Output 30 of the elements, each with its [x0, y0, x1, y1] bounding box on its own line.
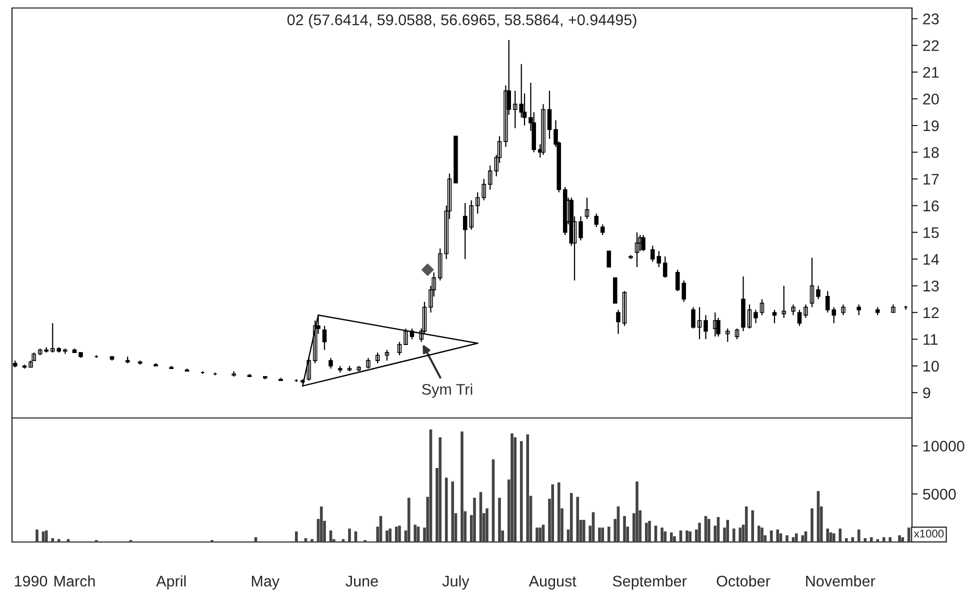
y-tick-label: 23	[923, 14, 939, 24]
x-tick-label: March	[54, 575, 95, 587]
y-tick-label: 5000	[923, 488, 956, 500]
y-tick-label: 17	[924, 174, 939, 184]
y-tick-label: 22	[923, 40, 939, 51]
x-tick-label: October	[716, 575, 770, 587]
y-tick-label: 21	[923, 66, 939, 78]
y-axis-title: x1000	[914, 530, 944, 538]
y-tick-label: 15	[924, 227, 939, 238]
y-tick-label: 14	[924, 254, 939, 265]
y-tick-label: 11	[924, 334, 938, 345]
x-tick-label: April	[156, 575, 186, 590]
y-tick-label: 10	[924, 360, 939, 372]
x-tick-label: September	[612, 575, 687, 590]
x-tick-label: July	[442, 575, 470, 590]
y-tick-label: 16	[924, 200, 939, 212]
y-tick-label: 9	[923, 387, 930, 398]
y-tick-label: 20	[923, 94, 939, 104]
chart-title: 02 (57.6414, 59.0588, 56.6965, 58.5864, +0.94495)	[287, 14, 636, 28]
y-tick-label: 13	[924, 280, 939, 292]
y-tick-label: 12	[924, 307, 939, 318]
x-tick-label: November	[806, 575, 876, 587]
annotation: Sym Tri	[422, 384, 472, 398]
x-tick-label: June	[346, 576, 378, 587]
x-tick-label: August	[528, 576, 576, 590]
y-tick-label: 10000	[924, 440, 964, 452]
y-tick-label: 19	[924, 120, 939, 132]
y-tick-label: 18	[924, 147, 939, 158]
x-tick-label: May	[252, 576, 280, 590]
x-tick-label: 1990	[14, 576, 48, 587]
